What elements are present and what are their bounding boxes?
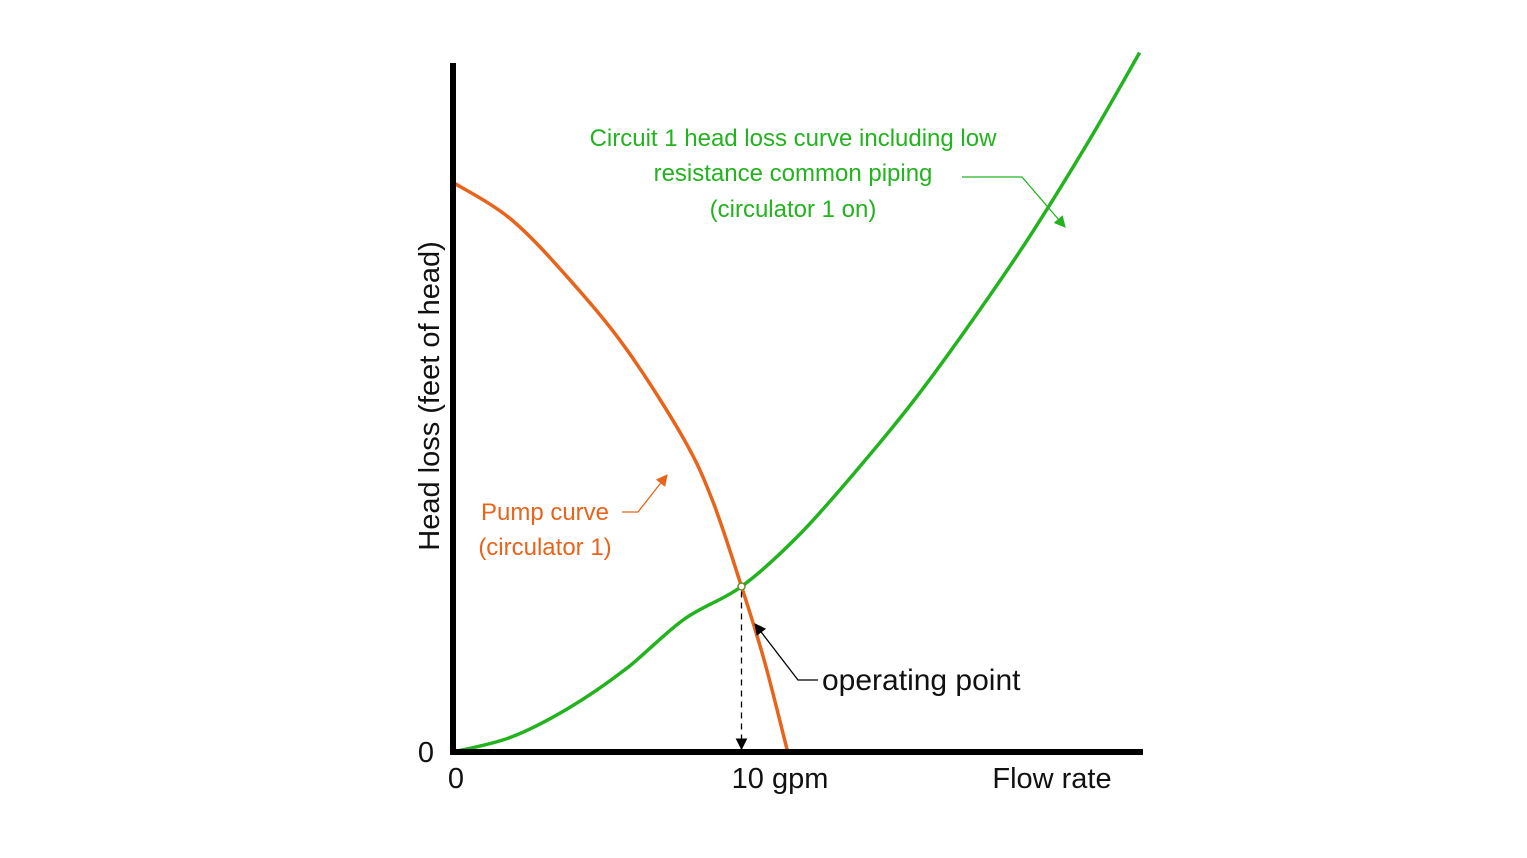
system-label-line-3: (circulator 1 on) (710, 196, 877, 223)
pump-label-line-1: Pump curve (481, 499, 609, 526)
x-tick-label-10gpm: 10 gpm (732, 763, 829, 795)
pump-curve (452, 180, 790, 753)
y-tick-label-0: 0 (418, 737, 434, 769)
x-tick-label-0: 0 (448, 763, 464, 795)
system-label-line-2: resistance common piping (654, 160, 933, 187)
pump-label-line-2: (circulator 1) (478, 534, 611, 561)
operating-point-marker (737, 582, 746, 591)
system-label-leader (962, 176, 1066, 228)
x-axis-label: Flow rate (992, 763, 1111, 795)
operating-point-leader (754, 623, 818, 681)
pump-label-leader (622, 474, 668, 513)
operating-point-label: operating point (822, 664, 1021, 697)
system-head-loss-curve (452, 51, 1142, 754)
y-axis-label: Head loss (feet of head) (414, 241, 446, 551)
system-label-line-1: Circuit 1 head loss curve including low (590, 125, 998, 152)
